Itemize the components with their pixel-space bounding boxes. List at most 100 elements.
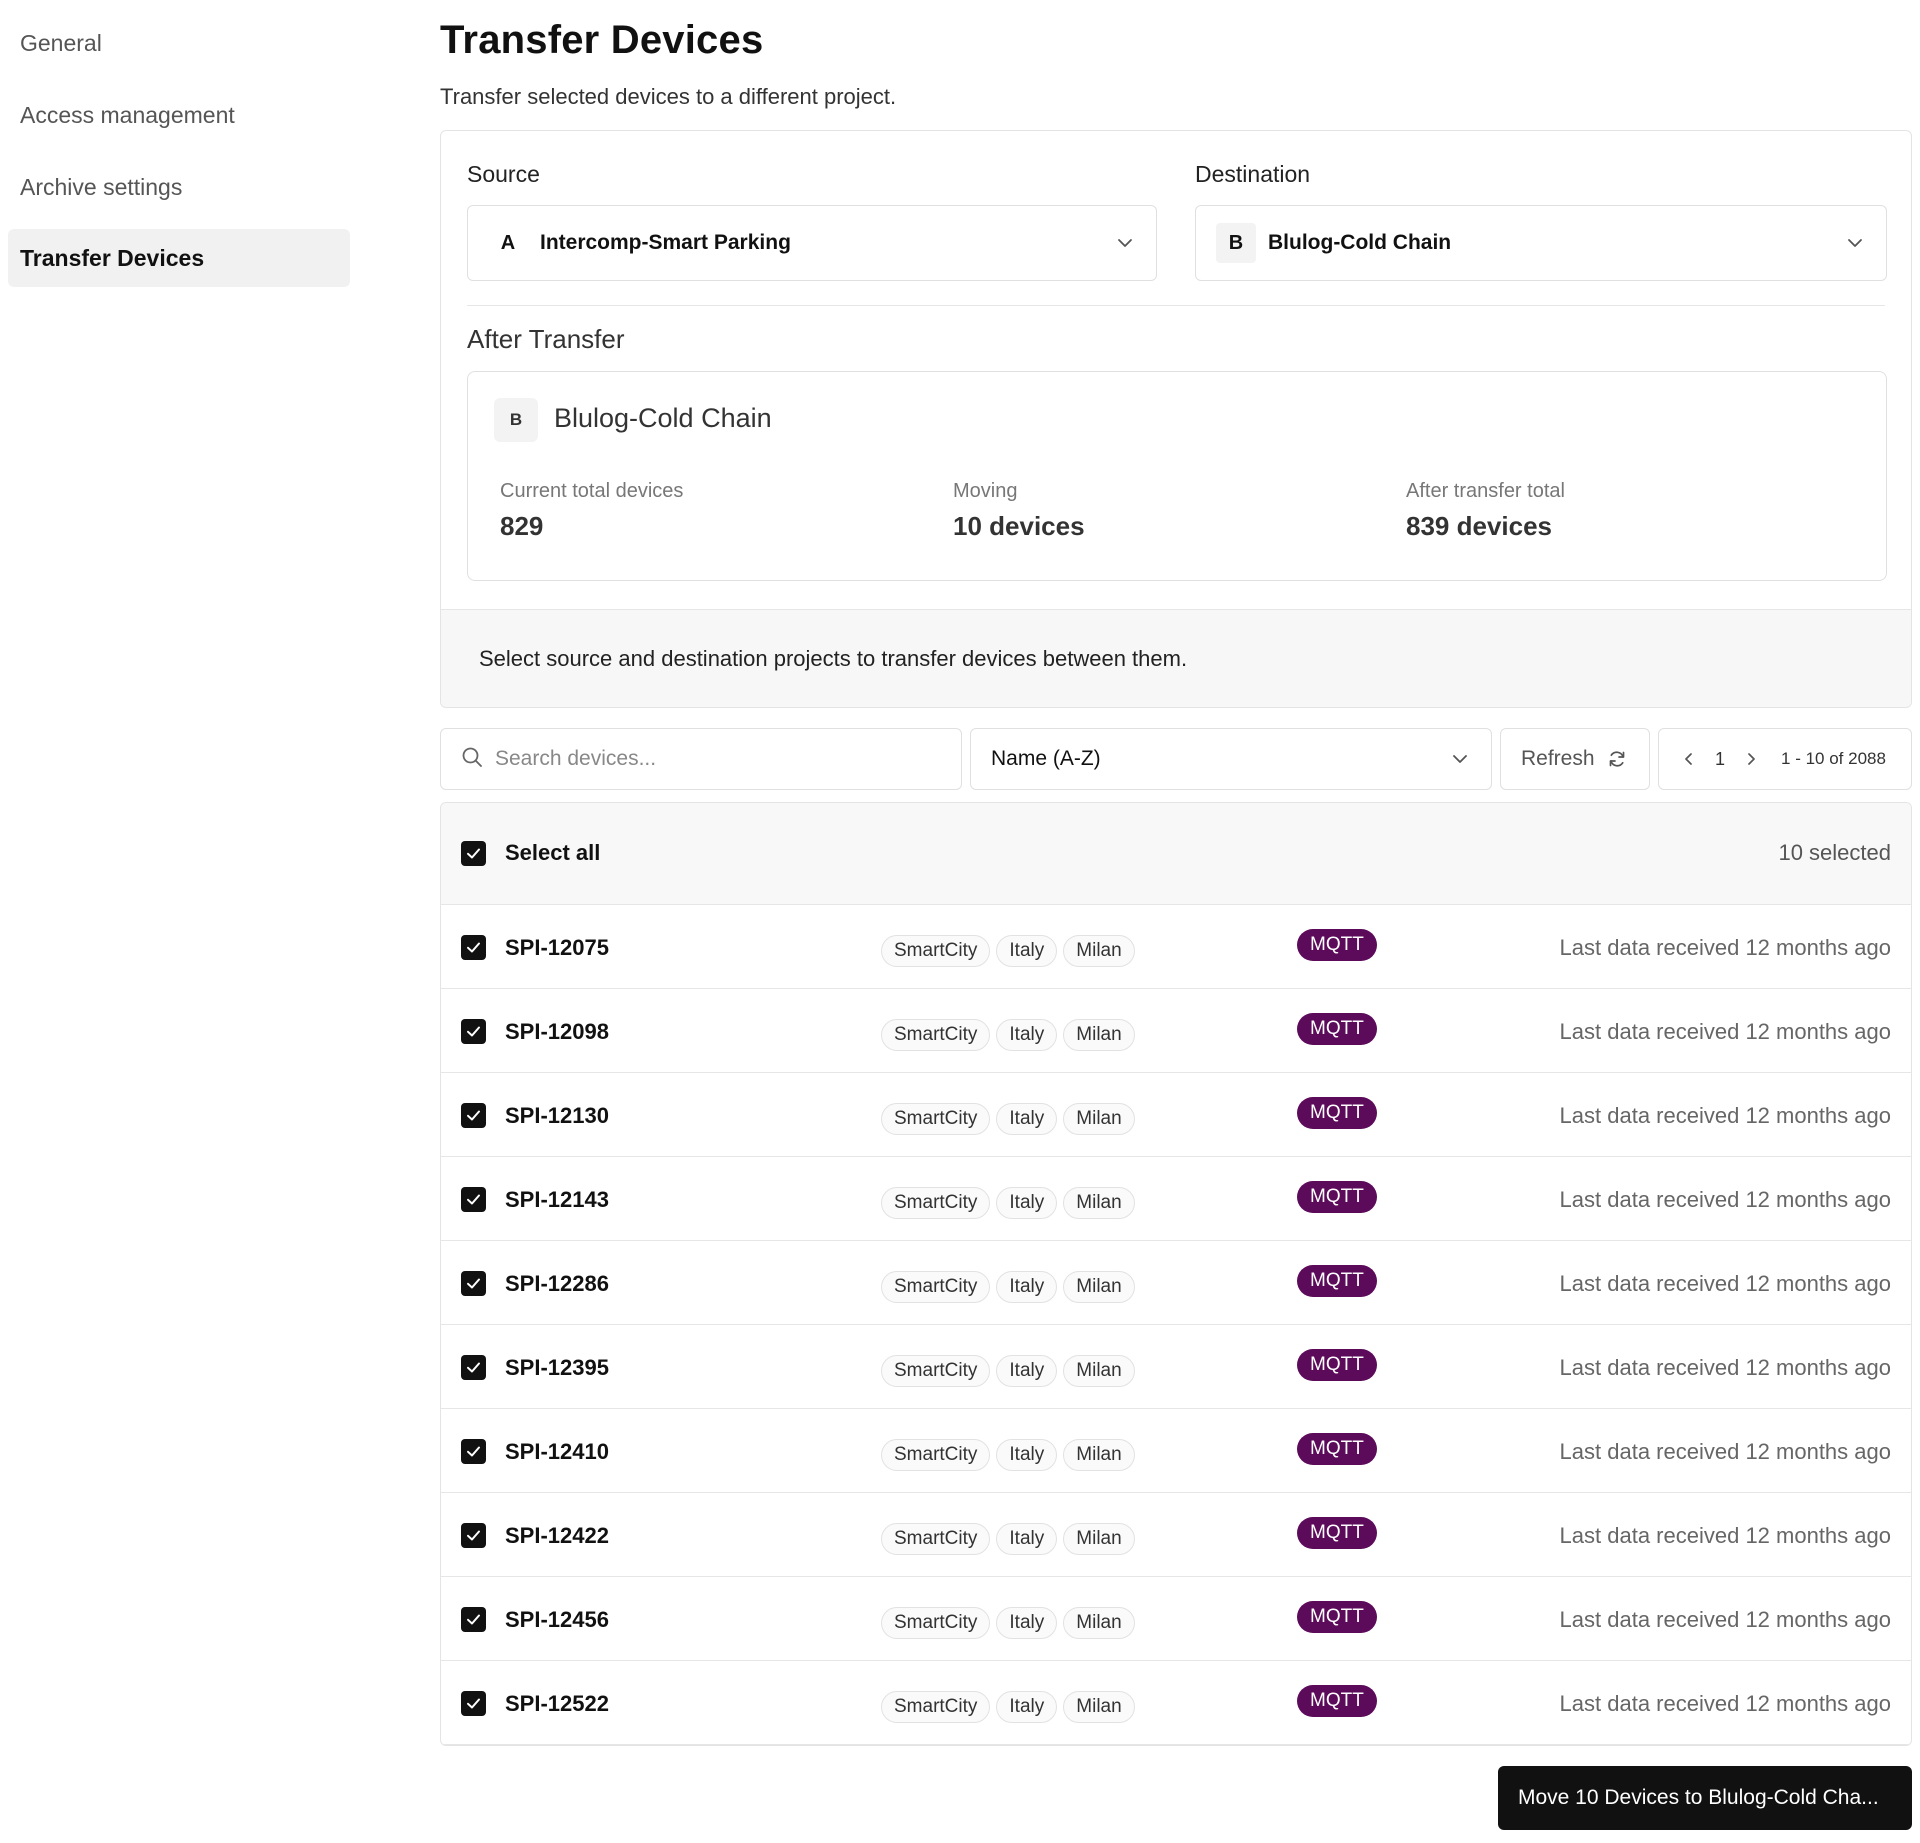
- source-select[interactable]: A Intercomp-Smart Parking: [467, 205, 1157, 281]
- tag-chip: Milan: [1063, 1607, 1135, 1639]
- last-data-received: Last data received 12 months ago: [1559, 1607, 1891, 1632]
- table-row[interactable]: SPI-12456 SmartCity Italy Milan MQTT Last dat…: [441, 1577, 1911, 1661]
- last-data-received: Last data received 12 months ago: [1559, 935, 1891, 960]
- check-icon: [467, 1026, 480, 1037]
- current-total-label: Current total devices: [500, 480, 684, 502]
- row-checkbox[interactable]: [461, 1019, 486, 1044]
- selected-count: 10 selected: [1778, 840, 1891, 865]
- row-checkbox[interactable]: [461, 935, 486, 960]
- device-tags: SmartCity Italy Milan: [881, 1187, 1135, 1219]
- tag-chip: Milan: [1063, 1019, 1135, 1051]
- sort-value: Name (A-Z): [991, 747, 1101, 770]
- chevron-down-icon: [1844, 232, 1866, 254]
- tag-chip: Milan: [1063, 1187, 1135, 1219]
- page-range: 1 - 10 of 2088: [1781, 749, 1886, 768]
- destination-select[interactable]: B Blulog-Cold Chain: [1195, 205, 1887, 281]
- protocol-badge: MQTT: [1297, 929, 1377, 961]
- check-icon: [467, 1698, 480, 1709]
- search-icon: [461, 746, 483, 773]
- row-checkbox[interactable]: [461, 1187, 486, 1212]
- divider: [467, 305, 1885, 306]
- table-row[interactable]: SPI-12522 SmartCity Italy Milan MQTT Last dat…: [441, 1661, 1911, 1745]
- sidebar-item-access-management[interactable]: Access management: [20, 101, 235, 128]
- moving-value: 10 devices: [953, 511, 1085, 541]
- table-row[interactable]: SPI-12410 SmartCity Italy Milan MQTT Last dat…: [441, 1409, 1911, 1493]
- page-title: Transfer Devices: [440, 18, 764, 62]
- tag-chip: SmartCity: [881, 1355, 991, 1387]
- page-subtitle: Transfer selected devices to a different…: [440, 84, 897, 109]
- row-checkbox[interactable]: [461, 1271, 486, 1296]
- device-name: SPI-12395: [505, 1355, 609, 1380]
- next-page-icon[interactable]: [1743, 751, 1759, 767]
- project-name: Blulog-Cold Chain: [554, 403, 772, 433]
- protocol-badge: MQTT: [1297, 1181, 1377, 1213]
- search-box[interactable]: [440, 728, 962, 790]
- select-all-checkbox[interactable]: [461, 841, 486, 866]
- tag-chip: SmartCity: [881, 1103, 991, 1135]
- row-checkbox[interactable]: [461, 1607, 486, 1632]
- moving-label: Moving: [953, 480, 1018, 502]
- sidebar-item-archive-settings[interactable]: Archive settings: [20, 173, 183, 200]
- protocol-badge: MQTT: [1297, 1685, 1377, 1717]
- sort-select[interactable]: Name (A-Z): [970, 728, 1492, 790]
- table-row[interactable]: SPI-12130 SmartCity Italy Milan MQTT Last dat…: [441, 1073, 1911, 1157]
- sidebar-item-transfer-devices[interactable]: Transfer Devices: [8, 229, 350, 287]
- last-data-received: Last data received 12 months ago: [1559, 1103, 1891, 1128]
- device-name: SPI-12422: [505, 1523, 609, 1548]
- after-total-label: After transfer total: [1406, 480, 1565, 502]
- table-row[interactable]: SPI-12075 SmartCity Italy Milan MQTT Last dat…: [441, 905, 1911, 989]
- tag-chip: SmartCity: [881, 1019, 991, 1051]
- check-icon: [467, 1446, 480, 1457]
- check-icon: [467, 942, 480, 953]
- refresh-icon: [1607, 749, 1627, 769]
- tag-chip: Italy: [996, 1523, 1058, 1555]
- check-icon: [467, 1362, 480, 1373]
- device-tags: SmartCity Italy Milan: [881, 1523, 1135, 1555]
- after-total-value: 839 devices: [1406, 511, 1553, 541]
- notice-text: Select source and destination projects t…: [479, 646, 1188, 671]
- tag-chip: SmartCity: [881, 1439, 991, 1471]
- row-checkbox[interactable]: [461, 1523, 486, 1548]
- table-row[interactable]: SPI-12098 SmartCity Italy Milan MQTT Last dat…: [441, 989, 1911, 1073]
- destination-badge: B: [1216, 223, 1256, 263]
- table-row[interactable]: SPI-12286 SmartCity Italy Milan MQTT Last dat…: [441, 1241, 1911, 1325]
- table-header: Select all 10 selected: [441, 803, 1911, 905]
- device-name: SPI-12410: [505, 1439, 609, 1464]
- device-tags: SmartCity Italy Milan: [881, 1355, 1135, 1387]
- check-icon: [467, 848, 480, 859]
- protocol-badge: MQTT: [1297, 1601, 1377, 1633]
- table-row[interactable]: SPI-12395 SmartCity Italy Milan MQTT Last dat…: [441, 1325, 1911, 1409]
- row-checkbox[interactable]: [461, 1439, 486, 1464]
- protocol-badge: MQTT: [1297, 1265, 1377, 1297]
- protocol-badge: MQTT: [1297, 1433, 1377, 1465]
- tag-chip: Italy: [996, 1355, 1058, 1387]
- row-checkbox[interactable]: [461, 1103, 486, 1128]
- last-data-received: Last data received 12 months ago: [1559, 1523, 1891, 1548]
- device-name: SPI-12456: [505, 1607, 609, 1632]
- table-row[interactable]: SPI-12143 SmartCity Italy Milan MQTT Last dat…: [441, 1157, 1911, 1241]
- refresh-button[interactable]: Refresh: [1500, 728, 1650, 790]
- move-devices-button[interactable]: Move 10 Devices to Blulog-Cold Cha...: [1498, 1766, 1912, 1830]
- protocol-badge: MQTT: [1297, 1013, 1377, 1045]
- select-all-label: Select all: [505, 840, 601, 865]
- check-icon: [467, 1530, 480, 1541]
- prev-page-icon[interactable]: [1681, 751, 1697, 767]
- source-label: Source: [467, 161, 540, 187]
- check-icon: [467, 1614, 480, 1625]
- sidebar-item-general[interactable]: General: [20, 29, 102, 56]
- tag-chip: Milan: [1063, 1523, 1135, 1555]
- tag-chip: Italy: [996, 1103, 1058, 1135]
- search-input[interactable]: [495, 747, 925, 771]
- current-total-value: 829: [500, 511, 544, 541]
- tag-chip: SmartCity: [881, 1691, 991, 1723]
- device-name: SPI-12130: [505, 1103, 609, 1128]
- row-checkbox[interactable]: [461, 1691, 486, 1716]
- protocol-badge: MQTT: [1297, 1349, 1377, 1381]
- table-row[interactable]: SPI-12422 SmartCity Italy Milan MQTT Last dat…: [441, 1493, 1911, 1577]
- tag-chip: Italy: [996, 935, 1058, 967]
- device-tags: SmartCity Italy Milan: [881, 935, 1135, 967]
- row-checkbox[interactable]: [461, 1355, 486, 1380]
- tag-chip: Italy: [996, 1607, 1058, 1639]
- chevron-down-icon: [1114, 232, 1136, 254]
- source-value: Intercomp-Smart Parking: [540, 231, 791, 254]
